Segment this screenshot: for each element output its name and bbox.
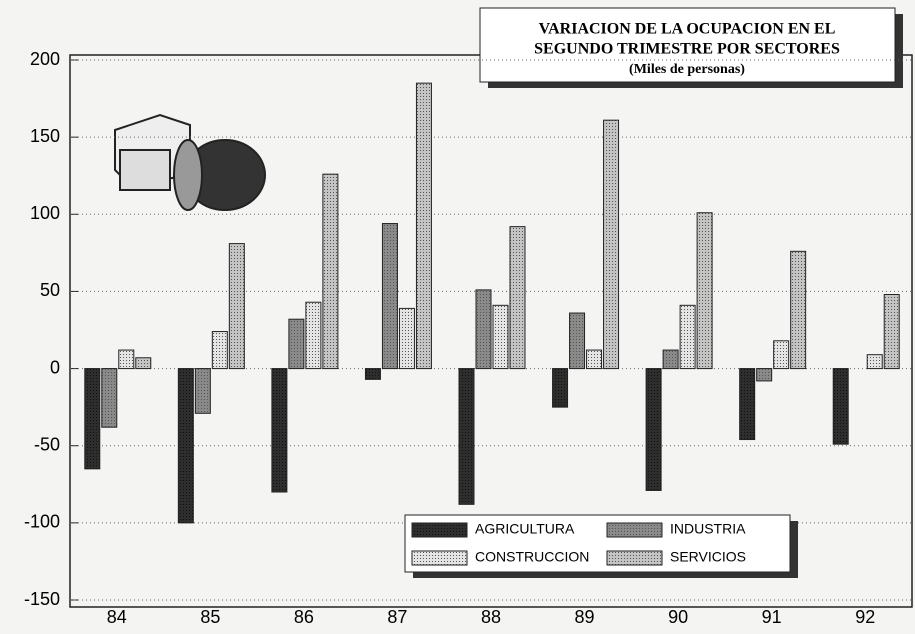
y-tick-label: 50	[40, 280, 60, 300]
x-tick-label: 88	[481, 607, 501, 627]
legend-swatch	[412, 523, 467, 537]
legend-swatch	[607, 551, 662, 565]
x-tick-label: 90	[668, 607, 688, 627]
y-tick-label: -100	[24, 512, 60, 532]
bar	[399, 308, 414, 368]
bar	[697, 213, 712, 369]
bar	[323, 174, 338, 368]
bar	[229, 244, 244, 369]
bar	[587, 350, 602, 369]
bar	[272, 369, 287, 492]
bar	[493, 305, 508, 368]
bar	[212, 332, 227, 369]
bar	[365, 369, 380, 380]
bar	[570, 313, 585, 369]
legend-swatch	[607, 523, 662, 537]
roller-icon	[115, 115, 265, 210]
x-tick-label: 91	[762, 607, 782, 627]
bar	[757, 369, 772, 381]
bar	[791, 251, 806, 368]
bar	[119, 350, 134, 369]
bar	[476, 290, 491, 369]
bar	[604, 120, 619, 368]
legend-label: CONSTRUCCION	[475, 549, 589, 565]
bar	[553, 369, 568, 408]
bar	[85, 369, 100, 469]
y-tick-label: 150	[30, 126, 60, 146]
x-tick-label: 84	[107, 607, 127, 627]
bar	[459, 369, 474, 505]
bar	[740, 369, 755, 440]
x-tick-label: 86	[294, 607, 314, 627]
bar	[382, 224, 397, 369]
y-tick-label: -50	[34, 434, 60, 454]
y-tick-label: 200	[30, 49, 60, 69]
legend-label: SERVICIOS	[670, 549, 746, 565]
bar	[663, 350, 678, 369]
x-tick-label: 89	[575, 607, 595, 627]
bar	[416, 83, 431, 368]
bar	[833, 369, 848, 445]
bar	[102, 369, 117, 428]
chart-title: SEGUNDO TRIMESTRE POR SECTORES	[534, 41, 840, 58]
legend-label: INDUSTRIA	[670, 521, 746, 537]
bar	[680, 305, 695, 368]
bar	[867, 355, 882, 369]
chart-subtitle: (Miles de personas)	[629, 62, 745, 77]
bar	[178, 369, 193, 523]
bar	[646, 369, 661, 491]
legend-swatch	[412, 551, 467, 565]
bar	[510, 227, 525, 369]
bar	[289, 319, 304, 368]
y-tick-label: 0	[50, 357, 60, 377]
bar	[306, 302, 321, 368]
x-tick-label: 87	[387, 607, 407, 627]
bar	[774, 341, 789, 369]
chart-title: VARIACION DE LA OCUPACION EN EL	[539, 21, 836, 38]
bar	[136, 358, 151, 369]
bar	[195, 369, 210, 414]
y-tick-label: -150	[24, 589, 60, 609]
x-tick-label: 92	[855, 607, 875, 627]
chart: VARIACION DE LA OCUPACION EN EL SEGUNDO …	[0, 0, 915, 629]
legend-label: AGRICULTURA	[475, 521, 575, 537]
y-tick-label: 100	[30, 203, 60, 223]
bar	[884, 295, 899, 369]
x-tick-label: 85	[200, 607, 220, 627]
